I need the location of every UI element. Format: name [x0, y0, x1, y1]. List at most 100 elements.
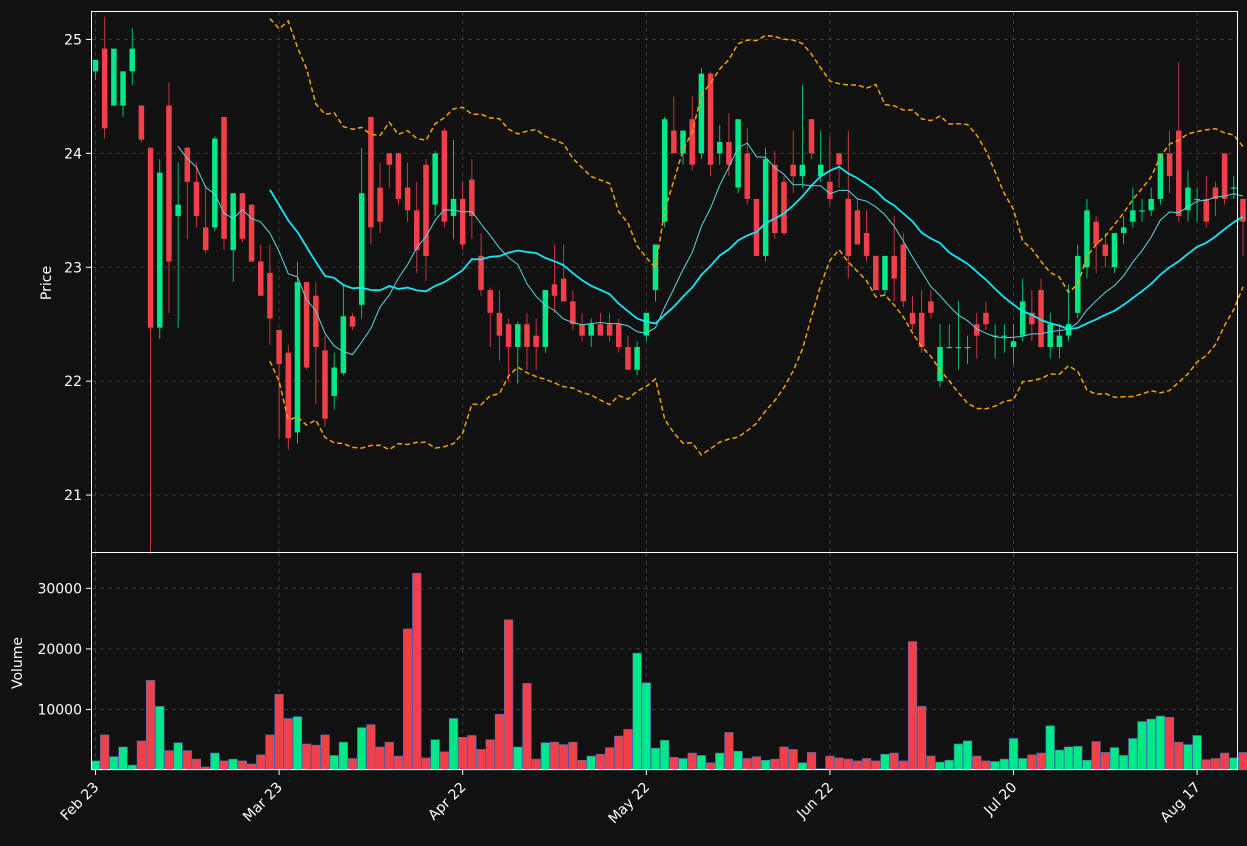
candle-body [441, 130, 448, 222]
candle-body [212, 138, 218, 228]
volume-bar [265, 734, 275, 771]
volume-bar [1018, 758, 1028, 771]
volume-bar [586, 755, 596, 771]
candle-body [184, 147, 191, 182]
candle-body [744, 153, 751, 199]
volume-bar [972, 755, 982, 771]
candle-body [974, 324, 980, 336]
candle-body [964, 346, 971, 349]
candle-body [1093, 221, 1099, 245]
volume-bar [944, 760, 954, 771]
candle-body [551, 284, 558, 296]
candle-body [689, 119, 695, 165]
candle-body [1130, 210, 1136, 222]
volume-bar [825, 755, 835, 771]
candle-body [533, 335, 539, 347]
volume-bar [862, 758, 872, 771]
volume-bar [145, 680, 156, 771]
candle-body [597, 324, 604, 336]
candle-body [331, 367, 337, 396]
volume-bar [770, 758, 780, 771]
candle-body [92, 59, 99, 72]
volume-bar [347, 758, 358, 771]
candle-body [432, 153, 438, 205]
volume-bar [1146, 718, 1156, 771]
volume-bar [917, 706, 927, 771]
candle-body [900, 244, 907, 302]
volume-bar [1229, 757, 1239, 771]
candle-body [1231, 187, 1237, 189]
candle-body [294, 282, 301, 433]
candle-body [882, 255, 888, 291]
candle-body [928, 301, 934, 313]
candle-body [377, 187, 383, 222]
candle-body [570, 301, 576, 325]
candle-body [716, 141, 723, 154]
candle-body [487, 290, 493, 313]
volume-bar [1201, 759, 1211, 771]
candle-body [1194, 198, 1200, 201]
candle-body [157, 172, 163, 328]
candle-body [404, 187, 411, 211]
candle-body [863, 233, 870, 256]
candle-body [781, 181, 787, 234]
volume-bar [761, 760, 771, 771]
candle-body [202, 227, 209, 251]
volume-bar [1091, 741, 1101, 771]
volume-bar [669, 756, 679, 771]
volume-bar [421, 757, 431, 771]
candle-body [1139, 210, 1145, 212]
volume-bar [228, 758, 238, 771]
volume-bar [926, 755, 936, 771]
volume-bar [614, 735, 624, 771]
volume-bar [724, 732, 734, 771]
candle-body [1157, 153, 1164, 199]
candle-body [542, 290, 549, 347]
candle-body [386, 153, 393, 165]
candle-body [1102, 244, 1109, 256]
volume-bar [595, 753, 605, 771]
volume-bar [522, 683, 532, 771]
candle-body [1001, 335, 1008, 337]
volume-bar [237, 760, 247, 771]
candle-body [661, 119, 668, 222]
candle-body [1111, 233, 1118, 268]
volume-bar [889, 752, 899, 771]
volume-bar [366, 724, 376, 771]
volume-panel [90, 572, 1247, 771]
candle-body [560, 278, 567, 302]
price-tick-label: 25 [64, 32, 82, 48]
candle-body [827, 181, 833, 199]
volume-bar [136, 740, 147, 771]
volume-bar [962, 740, 973, 771]
candle-body [248, 204, 255, 262]
volume-tick-label: 20000 [37, 642, 82, 658]
candle-body [395, 153, 402, 199]
candle-body [1166, 153, 1173, 177]
candle-body [955, 346, 962, 349]
volume-tick-label: 30000 [37, 581, 82, 597]
candle-body [937, 346, 943, 382]
volume-bar [715, 752, 725, 771]
volume-bar [256, 754, 266, 771]
volume-bar [981, 760, 991, 771]
volume-bar [403, 628, 413, 771]
volume-bar [531, 758, 541, 771]
volume-bar [540, 742, 550, 771]
volume-bar [935, 761, 945, 771]
candle-body [313, 295, 319, 347]
volume-bar [705, 762, 716, 771]
candle-body [817, 164, 824, 177]
volume-panel-frame [91, 552, 1238, 770]
candle-body [579, 324, 585, 336]
volume-bar [751, 756, 762, 771]
candle-body [680, 130, 686, 154]
candle-body [1047, 324, 1053, 347]
candle-body [762, 159, 769, 256]
volume-bar [1027, 754, 1037, 771]
price-tick-label: 23 [64, 260, 82, 276]
volume-bar [191, 758, 202, 771]
volume-bar [742, 758, 752, 771]
volume-bar [1008, 738, 1019, 771]
volume-bar [1073, 746, 1083, 771]
